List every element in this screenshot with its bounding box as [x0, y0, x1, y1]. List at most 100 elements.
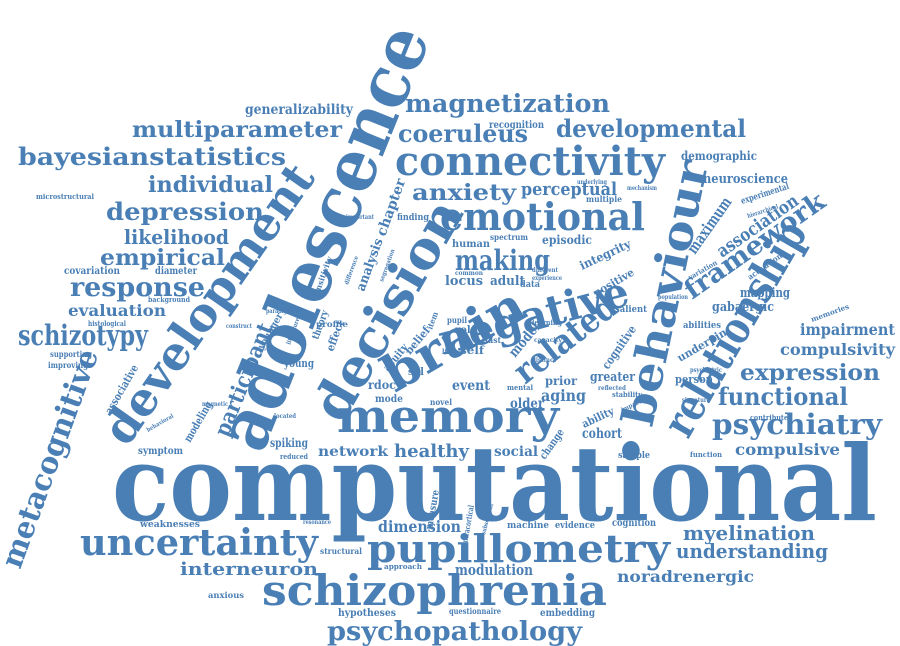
- word-neuroscience: neuroscience: [703, 172, 788, 187]
- word-contribute: contribute: [750, 413, 788, 422]
- word-capacity: capacity: [534, 337, 563, 344]
- word-different: different: [532, 267, 558, 274]
- word-gabaergic: gabaergic: [712, 300, 774, 315]
- word-functional: functional: [718, 382, 848, 411]
- word-weaknesses: weaknesses: [139, 520, 200, 530]
- word-bayesianstatistics: bayesianstatistics: [18, 142, 286, 171]
- word-signature: signature: [682, 397, 710, 404]
- word-perceptual: perceptual: [521, 179, 617, 200]
- word-noradrenergic: noradrenergic: [617, 567, 754, 586]
- word-mode: mode: [375, 394, 403, 405]
- word-greater: greater: [590, 370, 635, 385]
- word-developmental: developmental: [556, 114, 746, 143]
- word-function: function: [690, 450, 722, 459]
- word-pupillometry: pupillometry: [367, 526, 671, 571]
- word-improving: improving: [48, 360, 88, 370]
- word-empirical: empirical: [100, 245, 225, 271]
- word-data: data: [520, 280, 540, 290]
- word-psychiatry: psychiatry: [712, 408, 883, 441]
- word-cognition: cognition: [612, 518, 657, 529]
- word-episodic: episodic: [542, 233, 592, 247]
- word-multiple: multiple: [586, 194, 622, 204]
- word-resonance: resonance: [303, 519, 331, 526]
- word-network: network: [318, 444, 388, 460]
- word-mental: mental: [507, 383, 533, 392]
- word-generalizability: generalizability: [245, 102, 354, 118]
- word-depression: depression: [106, 197, 264, 226]
- word-abilities: abilities: [683, 321, 721, 331]
- word-evaluation: evaluation: [68, 301, 166, 320]
- word-demographic: demographic: [681, 149, 757, 163]
- word-profile: profile: [316, 319, 348, 329]
- word-covariation: covariation: [64, 266, 121, 277]
- word-multiparameter: multiparameter: [132, 117, 342, 143]
- word-psychiatric: psychiatric: [690, 367, 722, 374]
- word-expression: expression: [740, 360, 880, 386]
- word-questionnaire: questionnaire: [449, 606, 501, 616]
- word-adult: adult: [490, 274, 525, 289]
- word-spl: spl: [408, 367, 424, 378]
- word-healthy: healthy: [394, 441, 470, 462]
- word-young: young: [283, 357, 314, 370]
- word-schizophrenia: schizophrenia: [262, 566, 607, 615]
- word-link: link: [442, 347, 456, 356]
- word-construct: construct: [226, 323, 252, 330]
- word-located: located: [274, 413, 297, 420]
- word-diameter: diameter: [155, 266, 198, 277]
- word-impairment: impairment: [800, 320, 896, 339]
- word-compulsivity: compulsivity: [780, 340, 896, 359]
- word-prior: prior: [545, 374, 578, 388]
- word-common: common: [455, 270, 484, 277]
- word-evidence: evidence: [555, 521, 595, 531]
- word-rdoc: rdoc: [368, 378, 396, 392]
- word-fast: fast: [485, 335, 501, 345]
- word-understanding: understanding: [676, 539, 828, 563]
- word-spiking: spiking: [270, 436, 308, 450]
- word-reflected: reflected: [598, 385, 627, 392]
- word-spectrum: spectrum: [490, 232, 528, 242]
- word-important: important: [346, 214, 374, 221]
- word-interneuron: interneuron: [180, 559, 318, 580]
- word-locus: locus: [445, 274, 483, 289]
- word-salient: salient: [615, 305, 648, 315]
- word-anxiety: anxiety: [412, 180, 517, 206]
- word-older: older: [510, 396, 545, 412]
- word-magnetization: magnetization: [405, 89, 610, 118]
- word-uncertainty: uncertainty: [80, 522, 319, 564]
- word-structural: structural: [320, 546, 362, 556]
- word-compulsive: compulsive: [735, 440, 840, 459]
- word-coeruleus: coeruleus: [398, 119, 528, 148]
- word-social: social: [494, 444, 538, 460]
- word-sample: sample: [618, 451, 650, 461]
- word-experience: experience: [532, 275, 562, 282]
- word-schizotypy: schizotypy: [18, 319, 149, 352]
- word-mechanism: mechanism: [627, 185, 658, 192]
- word-myelination: myelination: [683, 521, 815, 545]
- word-underlying: underlying: [577, 179, 608, 186]
- word-stability: stability: [612, 390, 643, 399]
- word-symptom: symptom: [138, 446, 183, 457]
- word-background: background: [148, 295, 190, 304]
- word-event: event: [452, 378, 490, 394]
- word-paradigm: paradigm: [266, 308, 293, 315]
- word-magnetic: magnetic: [202, 401, 228, 408]
- word-individual: individual: [148, 172, 273, 198]
- word-person: person: [675, 373, 713, 386]
- word-approach: approach: [384, 562, 422, 571]
- word-memory: memory: [337, 389, 560, 443]
- word-distinct: distinct: [532, 357, 556, 364]
- word-population: population: [658, 294, 689, 301]
- word-aging: aging: [541, 386, 586, 405]
- word-finding: finding: [397, 213, 430, 223]
- word-connectivity: connectivity: [395, 138, 667, 185]
- word-reduced: reduced: [280, 452, 308, 461]
- word-pupil: pupil: [447, 315, 467, 325]
- word-microstructural: microstructural: [36, 192, 94, 201]
- word-hypotheses: hypotheses: [338, 608, 396, 619]
- word-mapping: mapping: [740, 286, 790, 301]
- word-embedding: embedding: [540, 608, 595, 619]
- word-computational: computational: [112, 422, 877, 545]
- word-likelihood: likelihood: [124, 225, 229, 249]
